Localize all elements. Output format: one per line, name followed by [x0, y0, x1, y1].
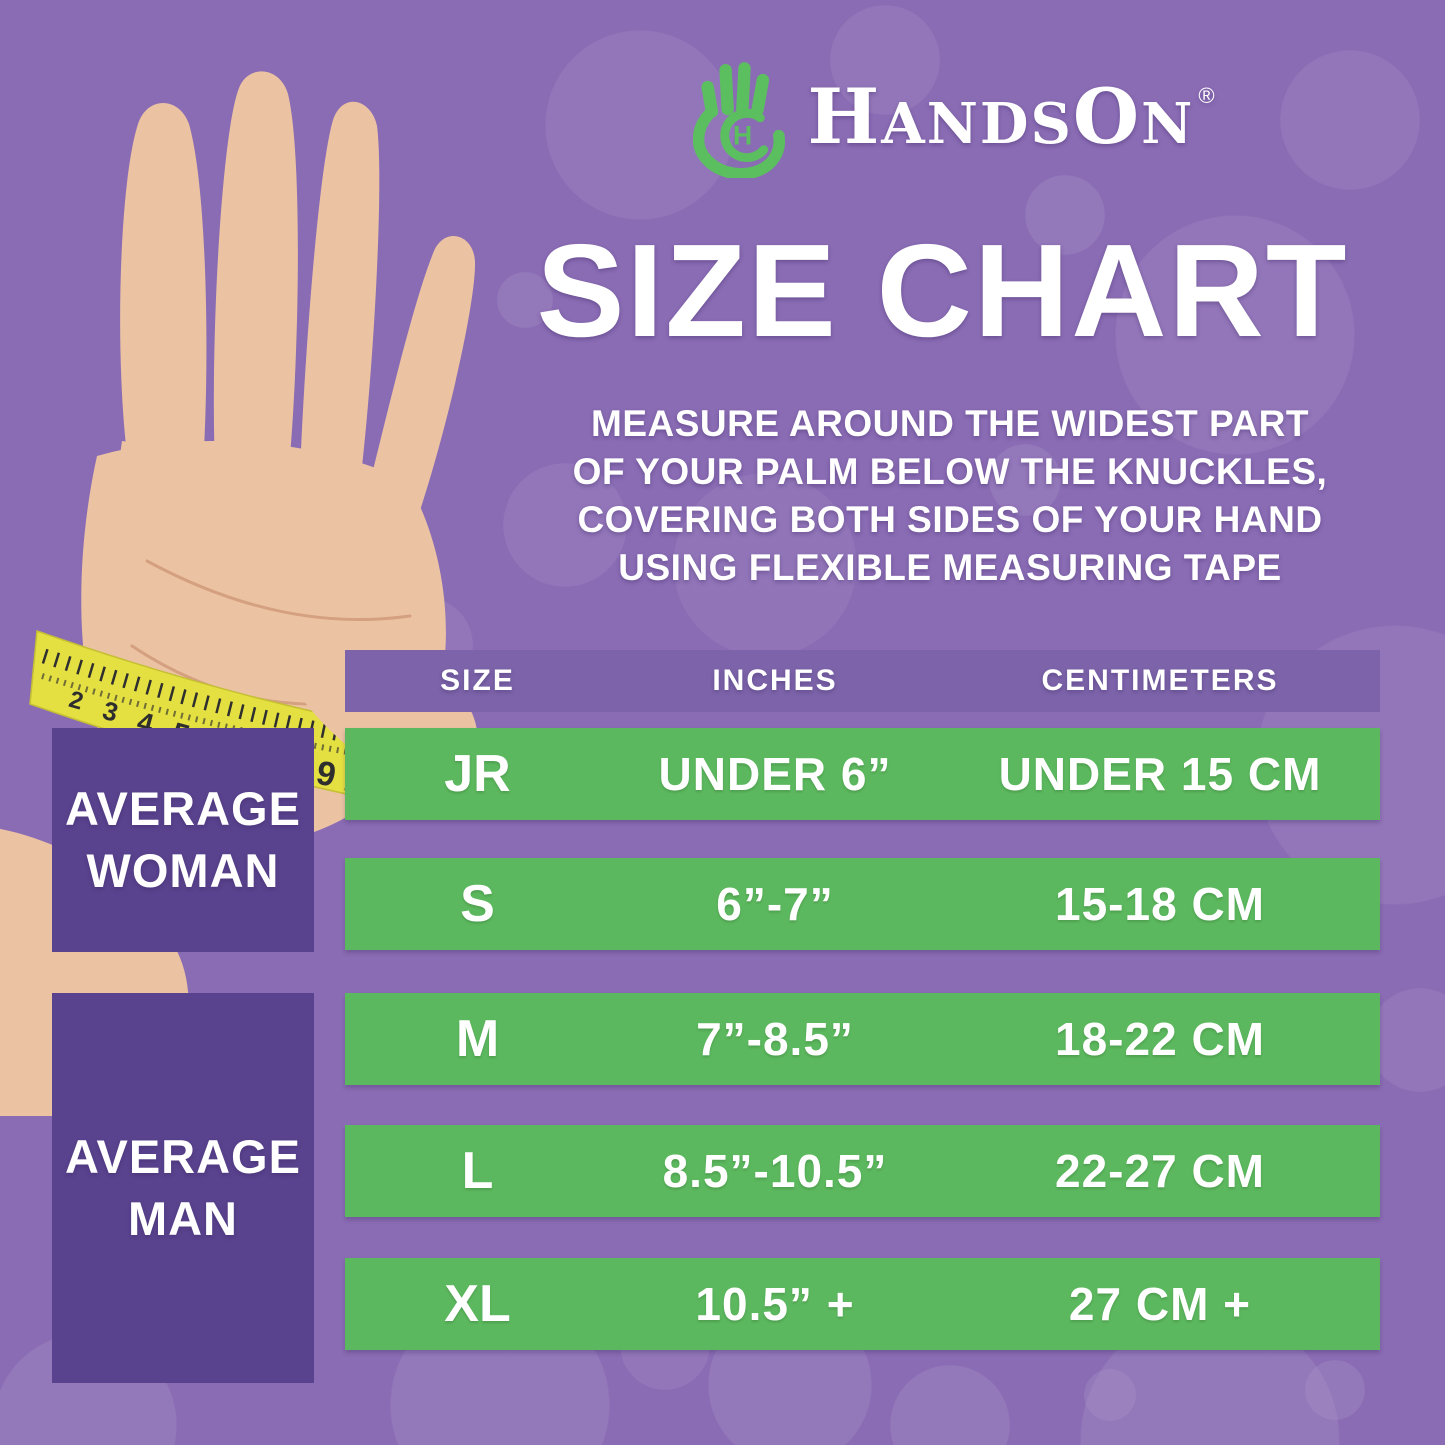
instruction-line: MEASURE AROUND THE WIDEST PART	[591, 403, 1309, 444]
column-header-inches: INCHES	[712, 664, 838, 697]
size-row-m: M 7”-8.5” 18-22 CM	[345, 993, 1380, 1085]
wordmark-letters: ANDS	[881, 91, 1073, 157]
size-row-s: S 6”-7” 15-18 CM	[345, 858, 1380, 950]
registered-trademark-icon: ®	[1198, 83, 1217, 108]
size-cell: L	[461, 1142, 494, 1200]
table-header-row: SIZE INCHES CENTIMETERS	[345, 650, 1380, 712]
inches-cell: 10.5” +	[695, 1278, 855, 1330]
middle-finger	[213, 71, 298, 468]
size-row-xl: XL 10.5” + 27 CM +	[345, 1258, 1380, 1350]
centimeters-cell: 15-18 CM	[1055, 878, 1265, 930]
centimeters-cell: 18-22 CM	[1055, 1013, 1265, 1065]
page-title: SIZE CHART	[536, 217, 1349, 364]
group-label-line: AVERAGE	[65, 1129, 301, 1183]
group-label-line: WOMAN	[86, 844, 280, 897]
size-cell: XL	[444, 1275, 511, 1333]
index-finger	[120, 103, 207, 481]
inches-cell: 7”-8.5”	[696, 1013, 854, 1065]
inches-cell: UNDER 6”	[658, 748, 892, 800]
wordmark-letter: H	[807, 72, 882, 161]
ring-finger	[300, 101, 380, 484]
pinky-finger	[364, 235, 476, 535]
group-label-average-man: AVERAGE MAN	[52, 993, 314, 1383]
column-header-centimeters: CENTIMETERS	[1041, 664, 1279, 697]
group-label-average-woman: AVERAGE WOMAN	[52, 728, 314, 952]
wordmark-letter: N	[1141, 91, 1195, 157]
instruction-line: OF YOUR PALM BELOW THE KNUCKLES,	[572, 451, 1328, 492]
brand-logo: H H ANDS O N ®	[545, 42, 1365, 192]
inches-cell: 6”-7”	[716, 878, 834, 930]
inches-cell: 8.5”-10.5”	[662, 1145, 888, 1197]
wordmark-letter: O	[1072, 72, 1142, 161]
centimeters-cell: UNDER 15 CM	[998, 748, 1322, 800]
handson-hand-icon: H	[693, 62, 786, 178]
palm-crease	[145, 559, 412, 622]
size-cell: M	[455, 1010, 500, 1068]
logo-monogram: H	[733, 120, 752, 150]
size-row-jr: JR UNDER 6” UNDER 15 CM	[345, 728, 1380, 820]
centimeters-cell: 27 CM +	[1068, 1278, 1252, 1330]
size-cell: JR	[444, 745, 511, 803]
size-cell: S	[460, 875, 495, 933]
instruction-line: COVERING BOTH SIDES OF YOUR HAND	[577, 499, 1323, 540]
palm-filler	[110, 441, 422, 566]
group-label-line: AVERAGE	[65, 781, 301, 835]
size-row-l: L 8.5”-10.5” 22-27 CM	[345, 1125, 1380, 1217]
centimeters-cell: 22-27 CM	[1055, 1145, 1265, 1197]
group-label-line: MAN	[127, 1192, 239, 1245]
instruction-line: USING FLEXIBLE MEASURING TAPE	[618, 547, 1282, 588]
column-header-size: SIZE	[440, 664, 515, 697]
measurement-instructions: MEASURE AROUND THE WIDEST PART OF YOUR P…	[455, 400, 1445, 592]
brand-wordmark: H ANDS O N ®	[807, 79, 1216, 155]
